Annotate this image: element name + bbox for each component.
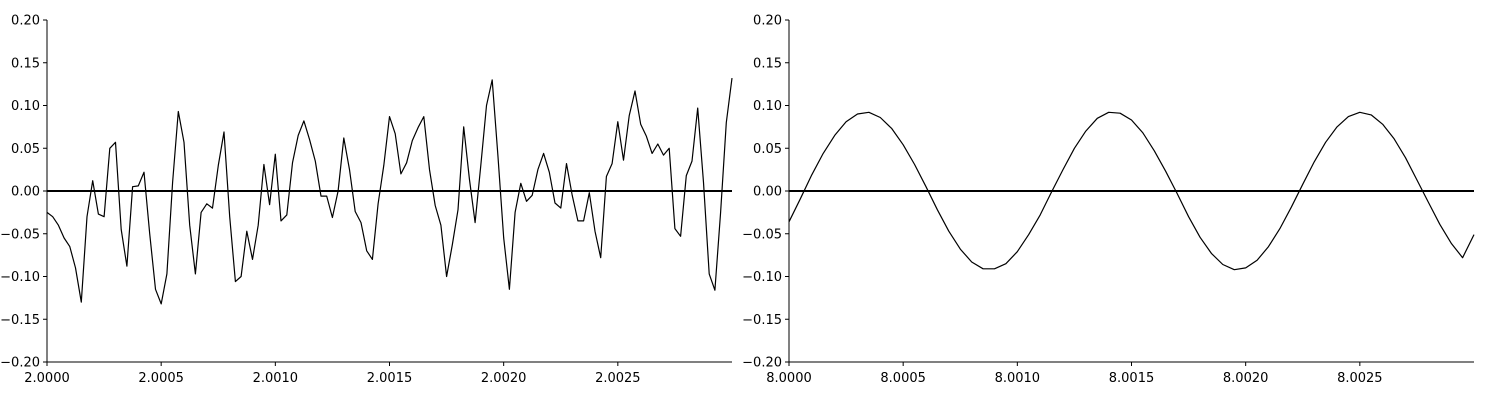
right-y-tick-label: −0.15 — [742, 313, 782, 328]
right-y-tick-label: 0.20 — [753, 14, 782, 29]
left-y-tick-label: 0.05 — [11, 142, 40, 157]
left-y-tick-label: −0.10 — [0, 270, 40, 285]
left-series-line — [46, 78, 733, 305]
right-y-tick-label: 0.05 — [753, 142, 782, 157]
right-y-tick-label: 0.00 — [753, 185, 782, 200]
right-y-tick-label: 0.15 — [753, 56, 782, 71]
left-x-tick-label: 2.0005 — [138, 371, 184, 386]
right-y-tick-label: −0.05 — [742, 227, 782, 242]
left-y-tick-label: 0.10 — [11, 99, 40, 114]
right-x-tick-label: 8.0020 — [1223, 371, 1269, 386]
left-x-tick-label: 2.0020 — [481, 371, 527, 386]
left-y-tick-label: −0.15 — [0, 313, 40, 328]
left-y-tick-label: 0.00 — [11, 185, 40, 200]
right-y-tick-label: 0.10 — [753, 99, 782, 114]
left-y-tick-label: 0.20 — [11, 14, 40, 29]
left-y-tick-label: −0.05 — [0, 227, 40, 242]
left-plot-panel: −0.20 −0.15 −0.10 −0.05 0.00 0.05 0.10 0.15 0.20… — [0, 14, 733, 386]
right-x-tick-label: 8.0005 — [880, 371, 926, 386]
left-x-tick-label: 2.0000 — [24, 371, 70, 386]
right-x-tick-label: 8.0015 — [1109, 371, 1155, 386]
left-x-tick-label: 2.0010 — [253, 371, 299, 386]
left-x-tick-label: 2.0015 — [367, 371, 413, 386]
right-series-line — [788, 111, 1475, 271]
left-y-tick-label: 0.15 — [11, 56, 40, 71]
left-y-tick-label: −0.20 — [0, 356, 40, 371]
right-plot-panel: −0.20 −0.15 −0.10 −0.05 0.00 0.05 0.10 0.15 0.20… — [742, 14, 1475, 386]
left-x-tick-label: 2.0025 — [595, 371, 641, 386]
right-y-tick-label: −0.20 — [742, 356, 782, 371]
right-x-tick-label: 8.0010 — [995, 371, 1041, 386]
right-x-tick-label: 8.0000 — [766, 371, 812, 386]
right-y-tick-label: −0.10 — [742, 270, 782, 285]
right-x-tick-label: 8.0025 — [1337, 371, 1383, 386]
